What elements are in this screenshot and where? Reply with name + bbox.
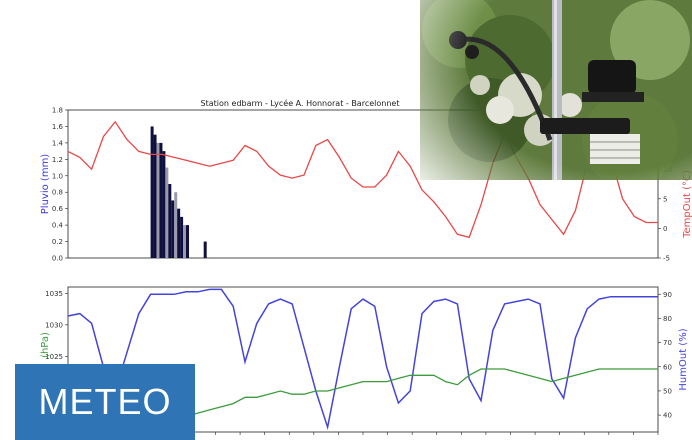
chart-title: Station edbarm - Lycée A. Honnorat - Bar… [201,98,400,108]
weather-station-photo [420,0,692,180]
y-tick-label: 0.4 [52,222,64,230]
rain-bar [180,216,184,258]
y2-tick-label: 40 [663,412,672,420]
pressure-axis-label: (hPa) [40,332,51,358]
y2-tick-label: 70 [663,339,672,347]
rain-bar [183,225,187,258]
rain-bar [203,241,207,258]
rain-bar [171,200,175,258]
y-tick-label: 1.0 [52,172,63,180]
y-tick-label: 0.2 [52,238,63,246]
rain-bar [177,208,181,258]
y2-tick-label: 60 [663,363,672,371]
temp-axis-label: TempOut (°C) [682,170,692,239]
y-tick-label: 1025 [45,353,63,361]
y2-tick-label: 0 [663,225,667,233]
y-tick-label: 1.8 [52,107,63,115]
y-tick-label: 0.6 [52,205,64,213]
rain-bar [153,134,157,258]
rain-axis-label: Pluvio (mm) [40,154,51,215]
y2-tick-label: 90 [663,291,672,299]
rain-bar [162,151,166,258]
y-tick-label: 0.0 [52,255,63,263]
y2-tick-label: -5 [663,255,670,263]
rain-bar [156,142,160,258]
y-tick-label: 1035 [45,290,63,298]
y-tick-label: 1.2 [52,156,63,164]
meteo-badge[interactable]: METEO [15,364,195,440]
humidity-axis-label: HumOut (%) [678,328,689,390]
meteo-label: METEO [38,381,172,422]
y2-tick-label: 50 [663,387,672,395]
rain-bar [174,192,178,258]
rain-bar [168,184,172,258]
rain-bar [165,167,169,258]
y2-tick-label: 5 [663,195,667,203]
rain-bar [159,142,163,258]
rain-bar [150,126,154,258]
humidity-line [67,288,658,431]
y-tick-label: 1.6 [52,123,64,131]
y-tick-label: 1030 [45,321,63,329]
y-tick-label: 0.8 [52,189,63,197]
temp-line [67,120,658,239]
y-tick-label: 1.4 [52,139,64,147]
rain-bar [186,225,189,258]
y2-tick-label: 80 [663,315,672,323]
